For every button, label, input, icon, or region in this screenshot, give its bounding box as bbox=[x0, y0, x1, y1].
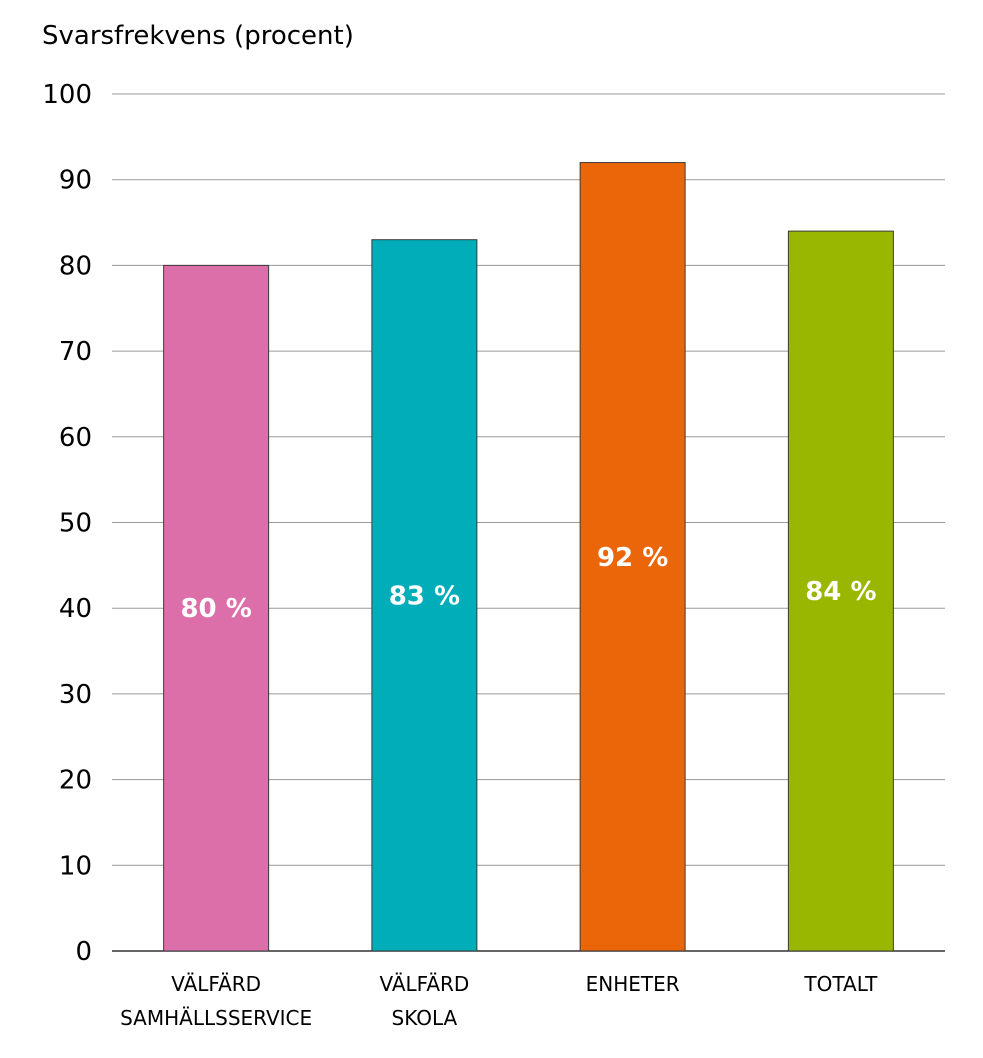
bar-0 bbox=[163, 264, 270, 952]
y-tick-label: 50 bbox=[59, 509, 92, 539]
data-label-1: 83 % bbox=[389, 581, 460, 611]
bar-3 bbox=[787, 230, 894, 952]
data-label-0: 80 % bbox=[180, 594, 251, 624]
y-tick-label: 10 bbox=[59, 851, 92, 881]
y-tick-label: 70 bbox=[59, 337, 92, 367]
y-axis-title: Svarsfrekvens (procent) bbox=[42, 21, 354, 51]
y-tick-label: 80 bbox=[59, 251, 92, 281]
y-tick-label: 90 bbox=[59, 166, 92, 196]
category-labels: VÄLFÄRD SAMHÄLLSSERVICE VÄLFÄRD SKOLA ENHETE… bbox=[120, 972, 878, 1030]
category-label-2: ENHETER bbox=[586, 972, 680, 996]
category-label-1: SKOLA bbox=[392, 1006, 458, 1030]
bar-1 bbox=[371, 239, 478, 952]
data-label-3: 84 % bbox=[805, 577, 876, 607]
bars bbox=[163, 162, 894, 952]
y-tick-label: 20 bbox=[59, 766, 92, 796]
y-axis-ticks: 0 10 20 30 40 50 60 70 80 90 100 bbox=[42, 80, 92, 967]
bar-2 bbox=[579, 162, 686, 952]
category-label-1: VÄLFÄRD bbox=[379, 972, 469, 996]
data-label-2: 92 % bbox=[597, 543, 668, 573]
category-label-3: TOTALT bbox=[803, 972, 878, 996]
category-label-0: VÄLFÄRD bbox=[171, 972, 261, 996]
category-label-0: SAMHÄLLSSERVICE bbox=[120, 1006, 312, 1030]
y-tick-label: 40 bbox=[59, 594, 92, 624]
y-tick-label: 100 bbox=[42, 80, 92, 110]
y-tick-label: 30 bbox=[59, 680, 92, 710]
y-tick-label: 60 bbox=[59, 423, 92, 453]
y-tick-label: 0 bbox=[75, 937, 92, 967]
data-labels: 80 % 83 % 92 % 84 % bbox=[180, 543, 876, 624]
